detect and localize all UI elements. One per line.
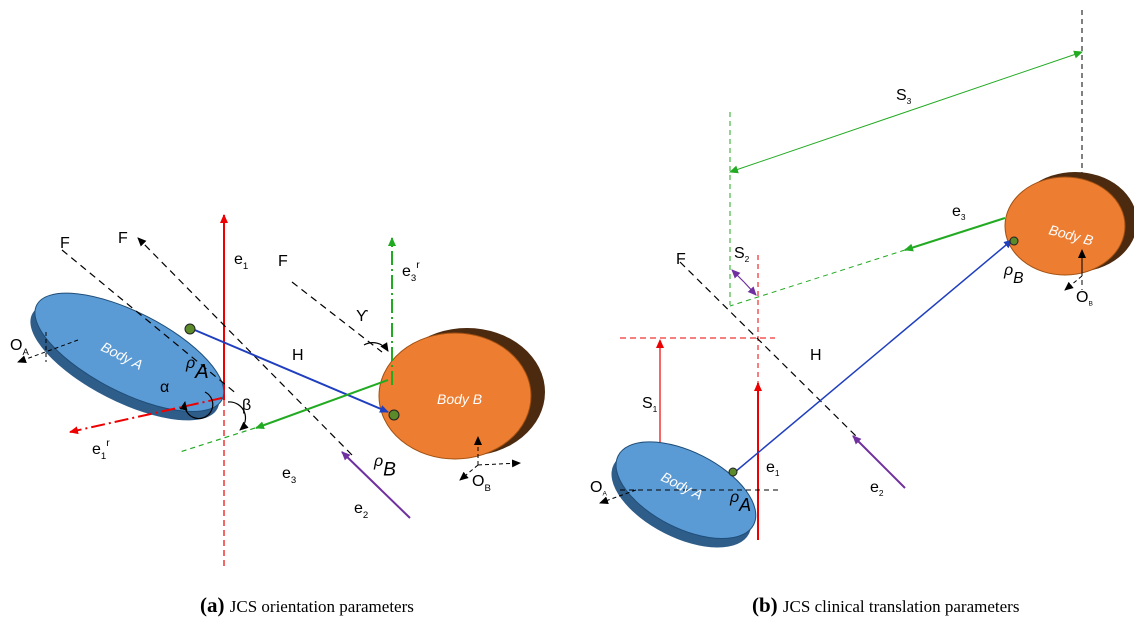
label-sub: 3 [961,212,966,222]
label-e1: e1 [766,459,780,478]
label-sub: B [383,460,396,481]
label-s1: S1 [642,395,658,414]
label-sub: 3 [907,96,912,106]
label-o-a: OA [590,479,607,497]
label-base: S [642,395,653,412]
caption-b: (b) JCS clinical translation parameters [752,593,1019,617]
label-sub: A [738,495,751,515]
label-sub: 1 [243,261,248,272]
label-base: ρ [1003,262,1013,279]
label-e2: e2 [354,500,368,521]
label-base: S [896,87,907,104]
label-e1: e1 [234,251,248,272]
label-base: e [766,459,775,476]
label-sub: B [484,483,490,494]
label-base: e [282,465,291,482]
label-sub: 2 [363,510,368,521]
drawing [14,10,1134,570]
label-base: O [472,473,484,490]
label-f2: F [118,230,128,247]
label-sub: 1 [653,404,658,414]
label-base: e [952,203,961,220]
label-base: e [354,500,363,517]
label-base: e [92,441,101,458]
caption-text: JCS clinical translation parameters [783,597,1020,616]
label-rho-b: ρB [373,453,396,481]
label-base: ρ [185,355,195,372]
label-f1: F [60,235,70,252]
label-base: O [10,337,22,354]
label-sub: B [1013,270,1023,287]
label-base: O [590,479,602,496]
label-sub: 3 [411,273,416,284]
caption-tag: (a) [200,593,225,617]
label-sub: A [22,347,29,358]
label-sub: 3 [291,475,296,486]
label-sub: A [194,361,209,383]
label-sub: B [1088,300,1093,307]
label-e3: e3 [282,465,296,486]
label-base: e [870,479,879,496]
label-e3r: e3r [402,260,420,284]
label-body-b: Body B [437,391,482,407]
label-base: O [1076,289,1088,306]
label-base: e [234,251,243,268]
label-o-b: OB [472,473,491,494]
label-s3: S3 [896,87,912,106]
caption-text: JCS orientation parameters [230,597,414,616]
label-base: ρ [373,453,383,470]
label-sup: r [106,438,110,449]
label-sub: 2 [879,488,884,498]
label-sub: 2 [745,254,750,264]
label-sup: r [416,260,420,271]
label-base: S [734,245,745,262]
label-h: H [810,347,822,364]
label-sub: A [602,490,607,497]
label-o-a: OA [10,337,29,358]
label-beta: β [242,397,251,414]
caption-tag: (b) [752,593,778,617]
label-s2: S2 [734,245,750,264]
label-o-b: OB [1076,289,1093,307]
label-base: e [402,263,411,280]
label-sub: 1 [775,468,780,478]
caption-a: (a) JCS orientation parameters [200,593,414,617]
label-h: H [292,347,304,364]
figure: FFFe1e3rϒHρAρBαβe3e2e1rOAOBBody ABody BS… [0,0,1134,630]
label-e1r: e1r [92,438,110,462]
label-f3: F [278,253,288,270]
label-rho-b: ρB [1003,262,1024,287]
label-f: F [676,251,686,268]
label-gamma: ϒ [356,308,369,325]
label-e2: e2 [870,479,884,498]
label-e3: e3 [952,203,966,222]
label-alpha: α [160,379,169,396]
label-base: ρ [729,489,739,506]
label-sub: 1 [101,451,106,462]
